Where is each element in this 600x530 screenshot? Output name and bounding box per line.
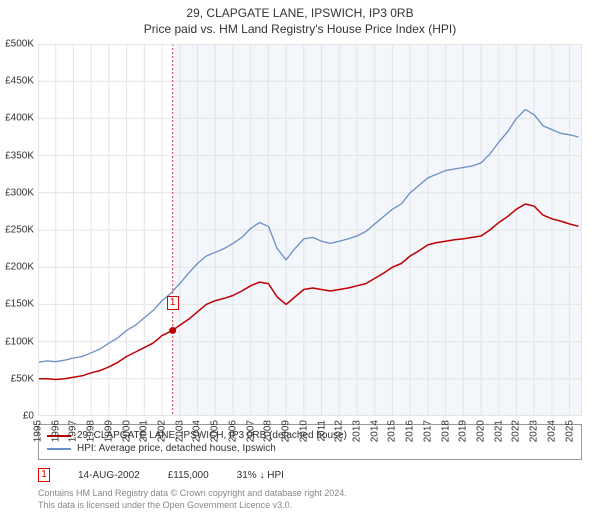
x-axis-label: 2002 bbox=[157, 420, 168, 442]
x-axis-label: 2023 bbox=[529, 420, 540, 442]
y-axis-label: £500K bbox=[5, 39, 34, 50]
y-axis-label: £300K bbox=[5, 187, 34, 198]
x-axis-label: 1997 bbox=[68, 420, 79, 442]
x-axis-label: 2006 bbox=[227, 420, 238, 442]
x-axis-label: 2017 bbox=[422, 420, 433, 442]
x-axis-label: 2007 bbox=[245, 420, 256, 442]
x-axis-label: 2008 bbox=[263, 420, 274, 442]
line-chart-svg bbox=[38, 44, 582, 416]
x-axis-label: 1999 bbox=[103, 420, 114, 442]
y-axis-label: £50K bbox=[11, 373, 34, 384]
transaction-row: 1 14-AUG-2002 £115,000 31% ↓ HPI bbox=[38, 466, 582, 484]
x-axis-label: 2009 bbox=[281, 420, 292, 442]
y-axis-label: £350K bbox=[5, 150, 34, 161]
y-axis-label: £400K bbox=[5, 113, 34, 124]
x-axis-label: 1995 bbox=[33, 420, 44, 442]
y-axis-label: £150K bbox=[5, 299, 34, 310]
x-axis-label: 1996 bbox=[50, 420, 61, 442]
x-axis-label: 2016 bbox=[405, 420, 416, 442]
title-block: 29, CLAPGATE LANE, IPSWICH, IP3 0RB Pric… bbox=[0, 0, 600, 36]
chart-container: 29, CLAPGATE LANE, IPSWICH, IP3 0RB Pric… bbox=[0, 0, 600, 530]
x-axis-label: 2018 bbox=[440, 420, 451, 442]
x-axis-label: 2011 bbox=[316, 420, 327, 442]
x-axis-label: 2014 bbox=[369, 420, 380, 442]
x-axis-label: 2020 bbox=[475, 420, 486, 442]
chart-subtitle: Price paid vs. HM Land Registry's House … bbox=[0, 22, 600, 36]
x-axis-label: 2022 bbox=[511, 420, 522, 442]
footer-text: Contains HM Land Registry data © Crown c… bbox=[38, 488, 582, 511]
chart-area: £0£50K£100K£150K£200K£250K£300K£350K£400… bbox=[38, 44, 582, 416]
transaction-price: £115,000 bbox=[168, 470, 209, 481]
x-axis-label: 2000 bbox=[121, 420, 132, 442]
x-axis-label: 2010 bbox=[298, 420, 309, 442]
x-axis-label: 2019 bbox=[458, 420, 469, 442]
transaction-pct: 31% ↓ HPI bbox=[237, 470, 284, 481]
x-axis-label: 2003 bbox=[174, 420, 185, 442]
transaction-date: 14-AUG-2002 bbox=[78, 470, 140, 481]
x-axis-label: 1998 bbox=[86, 420, 97, 442]
legend-label: HPI: Average price, detached house, Ipsw… bbox=[77, 443, 276, 454]
y-axis-label: £100K bbox=[5, 336, 34, 347]
x-axis-label: 2015 bbox=[387, 420, 398, 442]
x-axis-label: 2013 bbox=[351, 420, 362, 442]
y-axis-label: £200K bbox=[5, 262, 34, 273]
x-axis-label: 2005 bbox=[210, 420, 221, 442]
legend-swatch bbox=[47, 448, 71, 450]
footer-line-1: Contains HM Land Registry data © Crown c… bbox=[38, 488, 582, 500]
x-axis-label: 2024 bbox=[546, 420, 557, 442]
legend-item: HPI: Average price, detached house, Ipsw… bbox=[47, 442, 573, 455]
x-axis-label: 2012 bbox=[334, 420, 345, 442]
x-axis-label: 2004 bbox=[192, 420, 203, 442]
address-title: 29, CLAPGATE LANE, IPSWICH, IP3 0RB bbox=[0, 6, 600, 20]
transaction-marker: 1 bbox=[38, 468, 50, 482]
y-axis-label: £250K bbox=[5, 225, 34, 236]
x-axis-label: 2021 bbox=[493, 420, 504, 442]
y-axis-label: £450K bbox=[5, 76, 34, 87]
sale-marker-label: 1 bbox=[167, 296, 179, 310]
x-axis-label: 2001 bbox=[139, 420, 150, 442]
x-axis-label: 2025 bbox=[564, 420, 575, 442]
footer-line-2: This data is licensed under the Open Gov… bbox=[38, 500, 582, 512]
